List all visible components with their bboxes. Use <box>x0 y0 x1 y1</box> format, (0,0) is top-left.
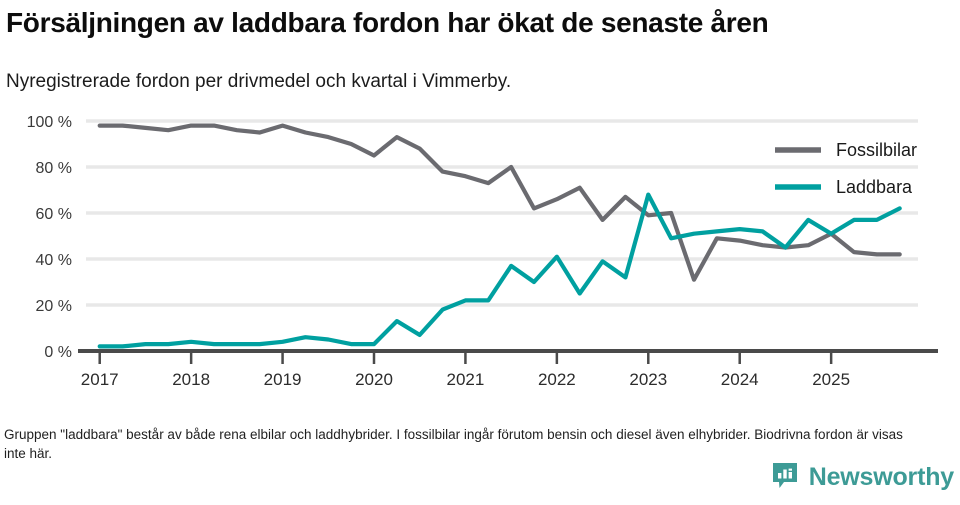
data-series-group <box>97 123 902 349</box>
y-axis-tick-label: 20 % <box>36 298 72 315</box>
legend-label: Laddbara <box>836 177 913 197</box>
x-axis-tick-label: 2021 <box>447 370 485 389</box>
y-axis-tick-label: 80 % <box>36 160 72 177</box>
y-axis-tick-label: 60 % <box>36 206 72 223</box>
x-axis-tick-label: 2020 <box>355 370 393 389</box>
chart-plot-area: 0 % 20 % 40 % 60 % 80 % 100 % 2017 2018 2019 202… <box>0 105 960 395</box>
x-axis-tick-label: 2018 <box>172 370 210 389</box>
y-axis-labels-group: 0 % 20 % 40 % 60 % 80 % 100 % <box>27 114 72 361</box>
bar-chart-speech-bubble-icon <box>770 460 800 495</box>
brand-name: Newsworthy <box>808 463 954 491</box>
x-axis-tick-label: 2017 <box>81 370 119 389</box>
legend-label: Fossilbilar <box>836 140 917 160</box>
x-axis-tick-label: 2023 <box>629 370 667 389</box>
x-axis-tick-label: 2022 <box>538 370 576 389</box>
x-axis-labels-group: 2017 2018 2019 2020 2021 2022 2023 2024 2025 <box>81 370 850 389</box>
gridlines-group <box>86 119 918 307</box>
x-axis-tick-label: 2024 <box>721 370 759 389</box>
chart-subtitle: Nyregistrerade fordon per drivmedel och … <box>6 71 512 92</box>
series-line-laddbara <box>97 192 902 349</box>
page-title: Försäljningen av laddbara fordon har öka… <box>6 7 769 38</box>
y-axis-tick-label: 40 % <box>36 252 72 269</box>
y-axis-tick-label: 100 % <box>27 114 72 131</box>
chart-legend: Fossilbilar Laddbara <box>775 140 917 197</box>
x-axis-ticks-group <box>98 353 833 364</box>
brand-logo[interactable]: Newsworthy <box>770 460 954 495</box>
series-line-fossilbilar <box>97 123 902 282</box>
chart-footnote: Gruppen "laddbara" består av både rena e… <box>4 427 903 461</box>
x-axis-tick-label: 2025 <box>812 370 850 389</box>
y-axis-tick-label: 0 % <box>44 344 72 361</box>
line-chart-svg: 0 % 20 % 40 % 60 % 80 % 100 % 2017 2018 2019 202… <box>27 114 938 389</box>
x-axis-tick-label: 2019 <box>264 370 302 389</box>
